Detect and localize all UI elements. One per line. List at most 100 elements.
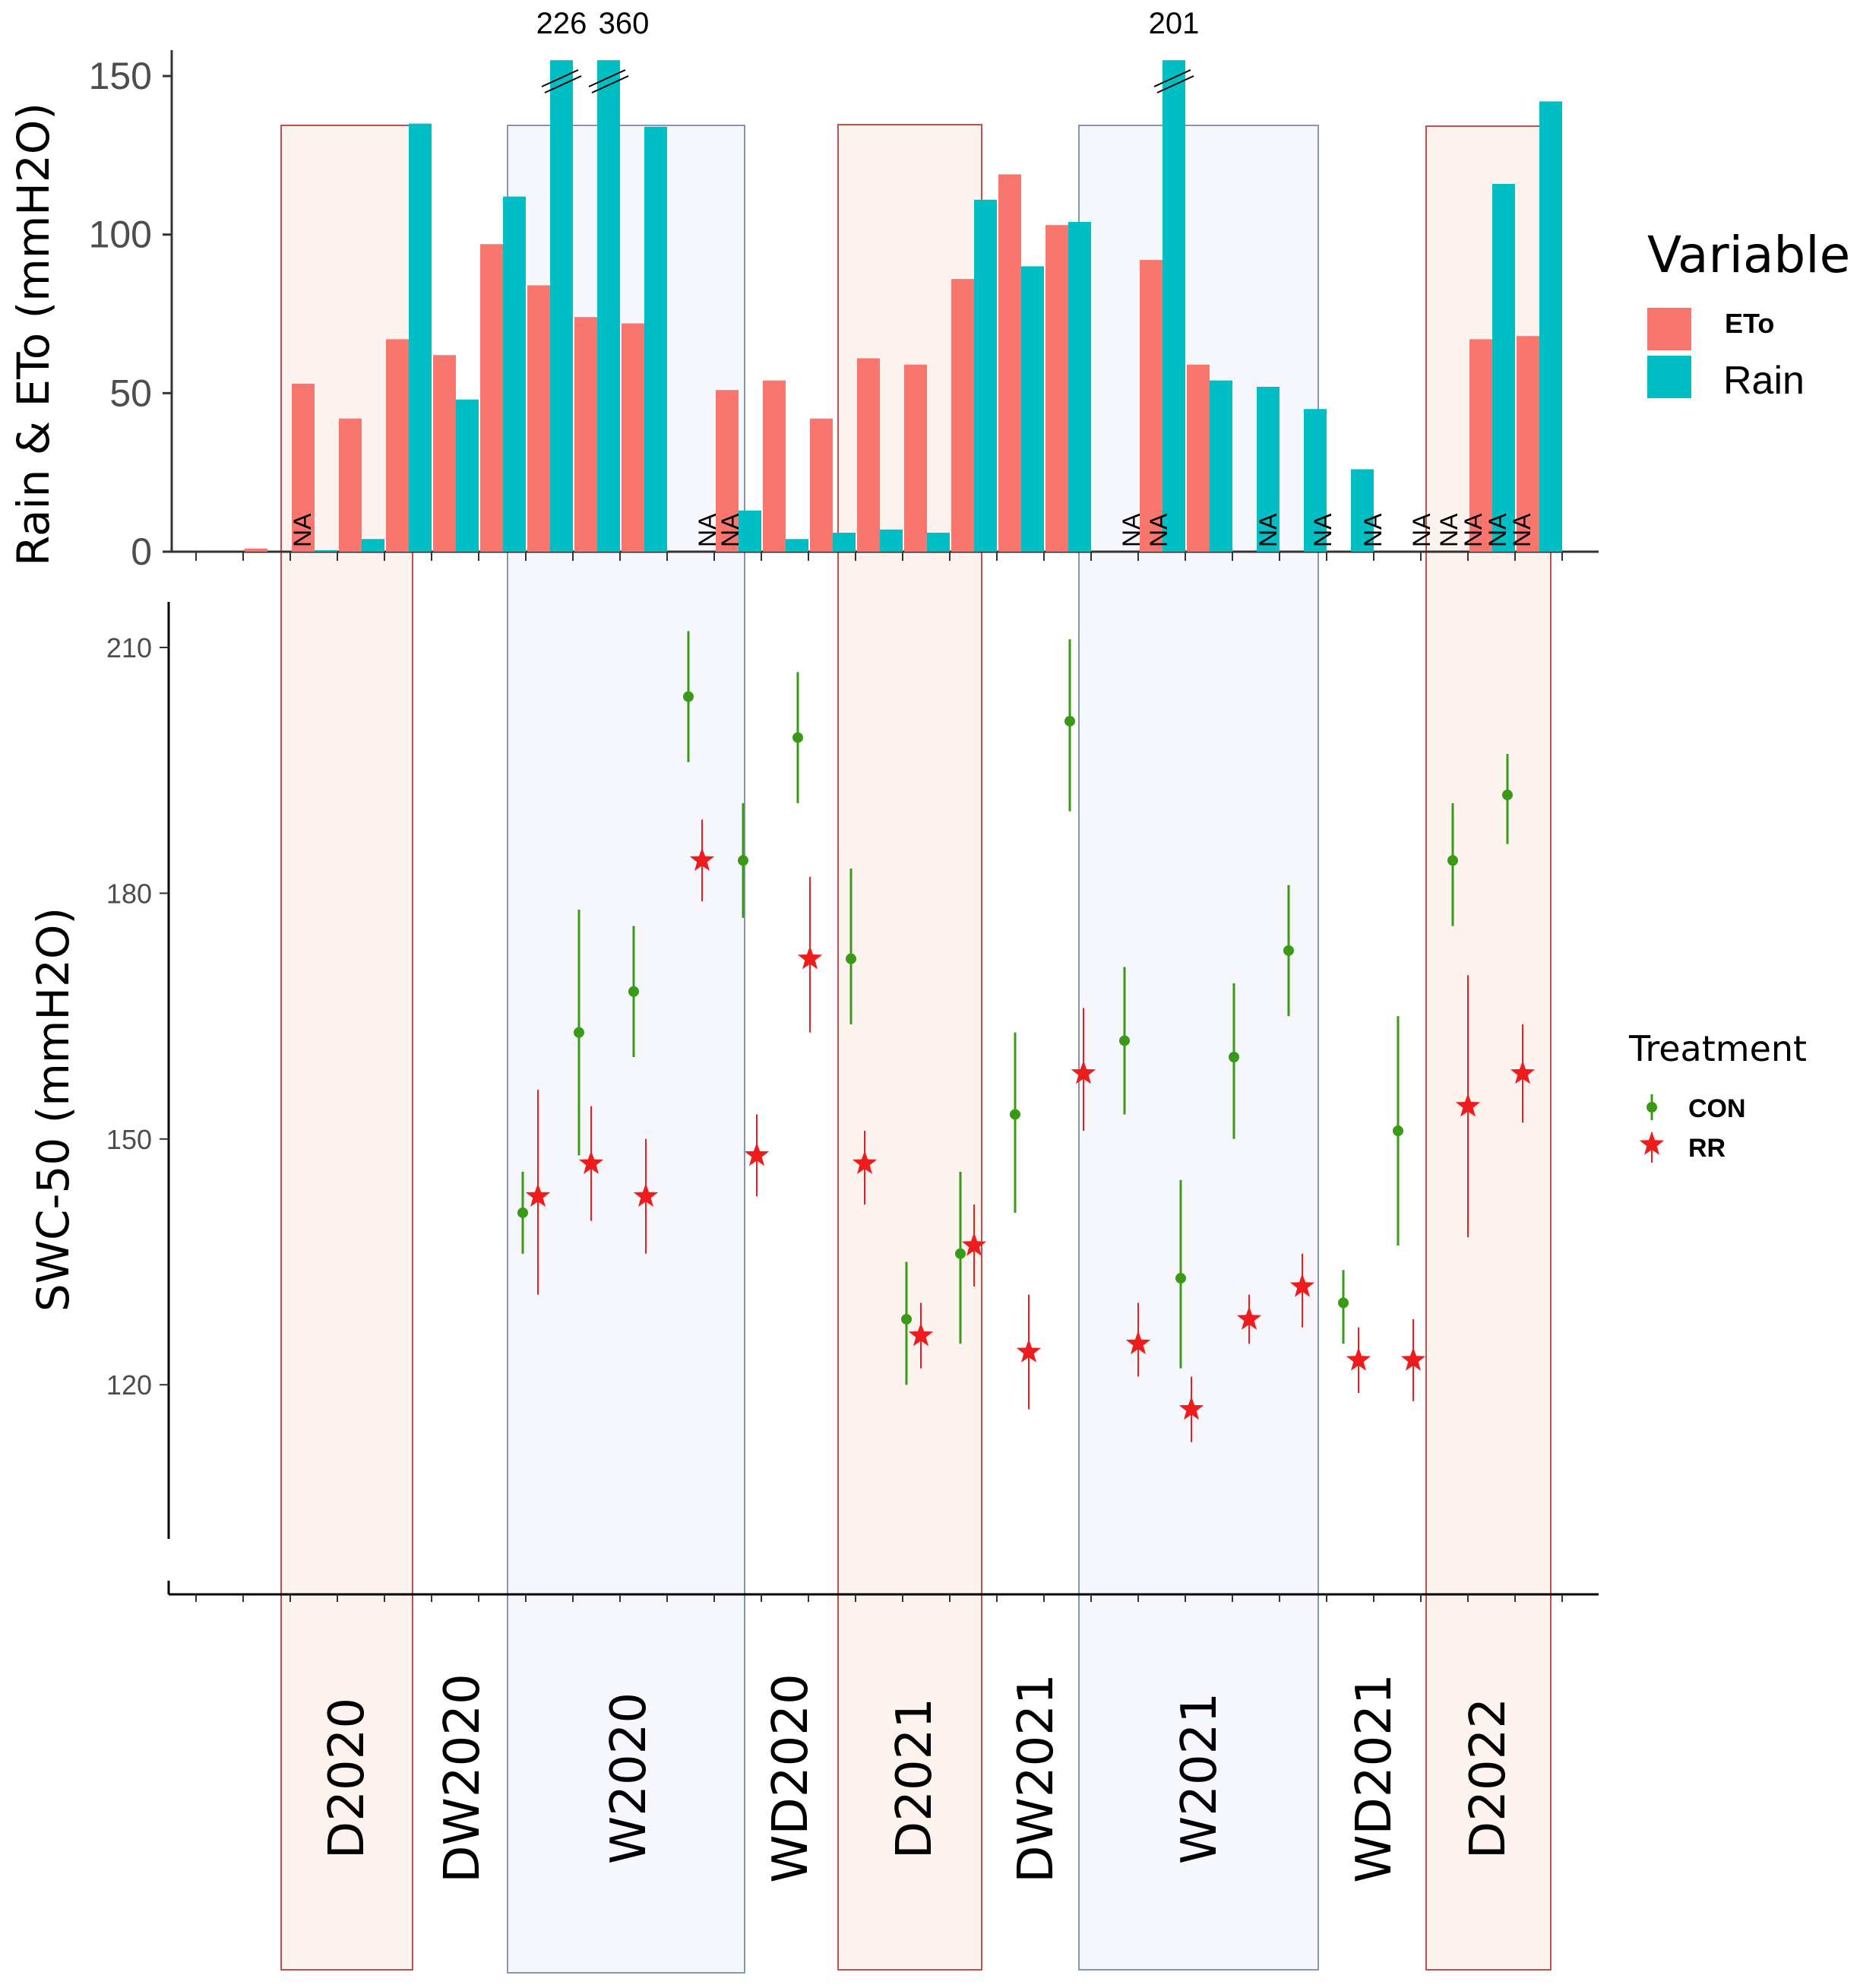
eto-bar	[1140, 260, 1162, 552]
axis-break-mark	[544, 75, 582, 93]
legend-rr-symbol	[1639, 1132, 1665, 1163]
rr-point	[1400, 1347, 1426, 1371]
con-point	[1447, 855, 1458, 866]
eto-bar	[716, 390, 739, 552]
season-label-d2021: D2021	[887, 1698, 943, 1859]
con-point	[628, 986, 639, 997]
rain-bar	[456, 399, 479, 552]
na-label: NA	[1484, 513, 1511, 547]
na-label: NA	[716, 513, 744, 547]
legend-rr-star	[1639, 1132, 1665, 1155]
eto-bar	[480, 244, 503, 552]
eto-bar	[1517, 336, 1539, 552]
rain-bar	[1304, 409, 1327, 552]
con-point	[574, 1027, 584, 1038]
rain-bar	[1257, 387, 1280, 552]
rr-point	[1455, 1093, 1481, 1117]
rr-point	[633, 1183, 659, 1207]
top-y-axis-title: Rain & ETo (mmH2O)	[8, 103, 59, 566]
bottom-y-axis-title: SWC-50 (mmH2O)	[27, 907, 79, 1312]
eto-bar	[245, 548, 267, 552]
na-label: NA	[289, 513, 316, 547]
rain-bar	[1210, 380, 1232, 552]
eto-bar	[622, 323, 644, 552]
rain-bar	[503, 196, 526, 552]
con-point	[1064, 716, 1075, 727]
con-point	[1175, 1273, 1186, 1284]
con-point	[1502, 790, 1513, 801]
season-label-dw2020: DW2020	[435, 1673, 491, 1882]
eto-bar	[339, 418, 362, 552]
axis-break-mark	[541, 69, 579, 87]
axis-break-mark	[1156, 75, 1194, 93]
con-point	[517, 1207, 528, 1218]
con-point	[683, 691, 694, 702]
rr-point	[578, 1151, 604, 1174]
legend-eto-label: ETo	[1725, 308, 1774, 339]
treatment-legend-title: Treatment	[1628, 1028, 1807, 1069]
season-label-d2020: D2020	[319, 1698, 375, 1859]
na-label: NA	[1254, 513, 1282, 547]
rr-point	[1178, 1396, 1204, 1420]
con-point	[955, 1248, 966, 1259]
na-label: NA	[1508, 513, 1536, 547]
con-point	[901, 1313, 912, 1325]
legend-con-label: CON	[1688, 1094, 1746, 1123]
bottom-y-tick-label: 120	[106, 1369, 152, 1401]
na-label: NA	[1460, 513, 1487, 547]
broken-bar-value-label: 360	[599, 7, 650, 40]
season-label-w2021: W2021	[1172, 1692, 1228, 1864]
na-label: NA	[1359, 513, 1387, 547]
eto-bar	[574, 317, 597, 552]
eto-bar	[527, 285, 550, 552]
rain-bar	[315, 549, 337, 552]
bottom-y-tick-label: 210	[106, 632, 152, 663]
con-point	[1283, 945, 1294, 956]
broken-bar-value-label: 201	[1149, 7, 1200, 40]
legend-rain-label: Rain	[1723, 359, 1805, 403]
eto-bar	[292, 383, 315, 552]
eto-bar	[904, 364, 927, 552]
rr-point	[852, 1151, 878, 1174]
legend-eto-swatch	[1647, 308, 1691, 350]
na-label: NA	[1408, 513, 1435, 547]
season-label-wd2021: WD2021	[1346, 1673, 1403, 1882]
season-label-group: D2020 DW2020 W2020 WD2020 D2021 DW2021 W2021 WD…	[319, 1673, 1517, 1882]
con-point	[1119, 1035, 1130, 1046]
top-y-tick-label: 100	[89, 214, 152, 256]
bottom-y-tick-label: 180	[106, 878, 152, 909]
con-point	[738, 855, 748, 866]
rr-point	[1016, 1339, 1042, 1363]
season-label-w2020: W2020	[601, 1692, 657, 1864]
rr-point	[744, 1142, 770, 1167]
rain-bar	[786, 539, 808, 552]
swc-scatter-panel: 120 150 180 210	[106, 602, 1599, 1602]
rain-bar	[1162, 60, 1185, 552]
eto-bar	[1045, 225, 1068, 552]
eto-bar	[433, 355, 456, 552]
eto-bar	[951, 279, 974, 552]
rr-point	[1510, 1060, 1536, 1084]
rr-point	[961, 1232, 987, 1256]
eto-bar	[810, 418, 833, 552]
season-label-dw2021: DW2021	[1008, 1673, 1064, 1882]
rr-point	[1071, 1060, 1096, 1084]
rain-bar	[1492, 183, 1515, 552]
eto-bar	[1469, 339, 1492, 552]
con-point	[846, 953, 856, 964]
rain-bar	[644, 126, 667, 552]
rain-bar	[550, 60, 573, 552]
con-point	[792, 732, 803, 743]
rr-point	[1236, 1306, 1262, 1330]
na-label: NA	[1435, 513, 1463, 547]
legend-rr-label: RR	[1688, 1134, 1726, 1163]
eto-bar	[386, 339, 409, 552]
rr-point	[797, 945, 823, 970]
con-point	[1393, 1125, 1403, 1137]
eto-bar	[998, 174, 1021, 552]
rr-point	[1125, 1331, 1151, 1355]
rain-bar	[974, 199, 997, 552]
con-point	[1010, 1109, 1020, 1120]
rain-bar	[1351, 469, 1374, 552]
